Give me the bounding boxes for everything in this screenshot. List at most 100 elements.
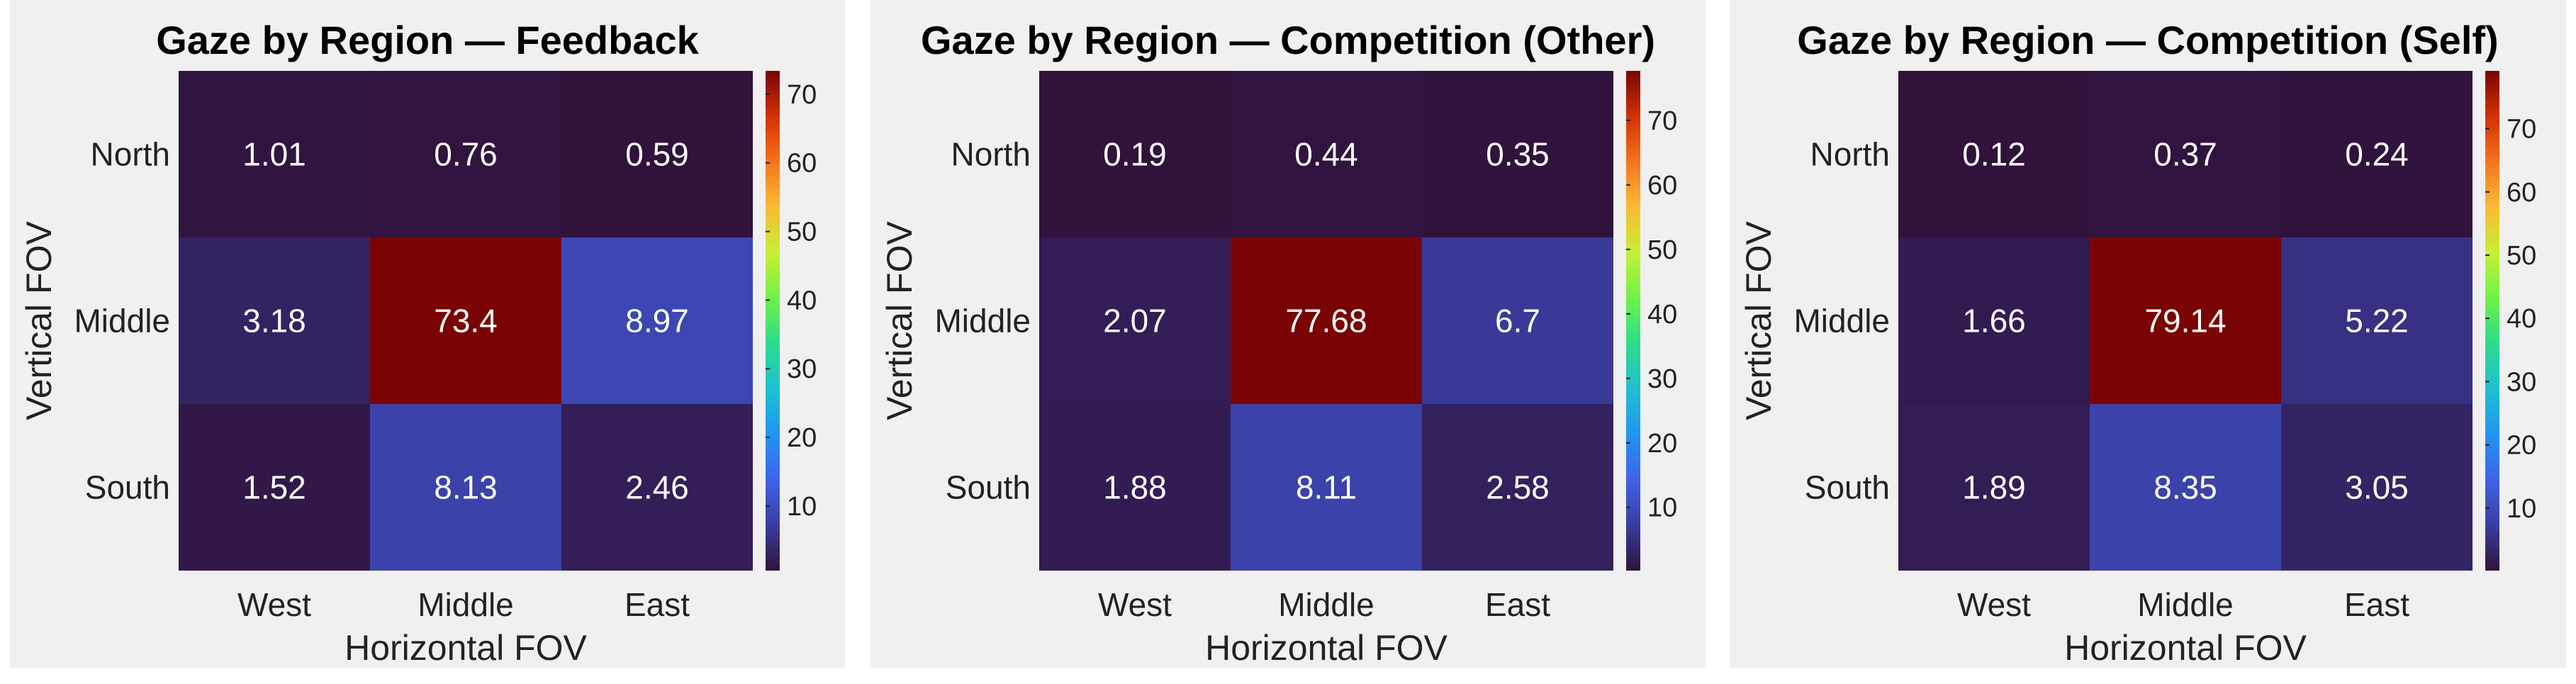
cell-value-label: 0.19 (1103, 136, 1167, 173)
colorbar-tick-label: 40 (1647, 300, 1677, 330)
heatmap-cell (1039, 237, 1231, 404)
colorbar-tick-label: 70 (787, 80, 817, 110)
cell-value-label: 0.44 (1294, 136, 1358, 173)
heatmap-cell (561, 404, 753, 571)
cell-value-label: 3.05 (2345, 469, 2409, 506)
colorbar-tick-label: 20 (1647, 429, 1677, 459)
chart-title: Gaze by Region — Feedback (156, 18, 699, 62)
colorbar-tick-label: 40 (787, 286, 817, 315)
heatmap-cell (1231, 71, 1422, 237)
heatmap-cell (2090, 71, 2281, 237)
x-tick-label: West (1957, 586, 2031, 623)
y-tick-label: North (91, 136, 170, 173)
x-axis-label: Horizontal FOV (2064, 628, 2307, 668)
heatmap-cell (1898, 404, 2090, 571)
x-tick-label: Middle (1278, 586, 1374, 623)
heatmap-cell (2090, 237, 2281, 404)
heatmap-cell (1422, 404, 1613, 571)
x-axis-label: Horizontal FOV (345, 628, 587, 668)
x-tick-label: Middle (418, 586, 514, 623)
colorbar-tick-label: 50 (1647, 235, 1677, 265)
cell-value-label: 0.24 (2345, 136, 2409, 173)
x-axis-label: Horizontal FOV (1205, 628, 1447, 668)
heatmap-cell (561, 237, 753, 404)
y-tick-label: South (85, 469, 170, 506)
y-axis-label: Vertical FOV (1739, 221, 1779, 420)
heatmap-cell (1231, 404, 1422, 571)
cell-value-label: 0.37 (2154, 136, 2217, 173)
y-tick-label: Middle (934, 303, 1031, 340)
colorbar-tick-label: 30 (2507, 367, 2536, 397)
y-tick-label: South (1805, 469, 1890, 506)
heatmap-cell (370, 404, 561, 571)
heatmap-cell (179, 237, 370, 404)
cell-value-label: 2.46 (625, 469, 689, 506)
chart-title: Gaze by Region — Competition (Other) (921, 18, 1655, 62)
heatmap-cell (179, 71, 370, 237)
cell-value-label: 0.35 (1486, 136, 1550, 173)
colorbar (1626, 71, 1640, 571)
heatmap-cell (179, 404, 370, 571)
x-tick-label: Middle (2137, 586, 2234, 623)
y-tick-label: Middle (1793, 303, 1890, 340)
heatmap-cell (561, 71, 753, 237)
heatmap-cell (1039, 71, 1231, 237)
y-tick-label: South (946, 469, 1031, 506)
cell-value-label: 2.58 (1486, 469, 1550, 506)
colorbar (2485, 71, 2499, 571)
colorbar-tick-label: 40 (2507, 304, 2536, 334)
cell-value-label: 0.59 (625, 136, 689, 173)
heatmap-panel-3: Gaze by Region — Competition (Self) 0.12 0… (1730, 0, 2566, 668)
cell-value-label: 1.66 (1962, 303, 2026, 340)
heatmap-cell (1898, 71, 2090, 237)
cell-value-label: 1.01 (242, 136, 306, 173)
heatmap-cell (1231, 237, 1422, 404)
cell-value-label: 1.52 (242, 469, 306, 506)
cell-value-label: 73.4 (434, 303, 498, 340)
colorbar (766, 71, 780, 571)
colorbar-tick-label: 60 (2507, 178, 2536, 208)
colorbar-tick-label: 20 (2507, 431, 2536, 461)
colorbar-tick-label: 60 (1647, 171, 1677, 201)
heatmap-cell (2281, 71, 2473, 237)
cell-value-label: 6.7 (1495, 303, 1540, 340)
y-tick-label: North (951, 136, 1031, 173)
heatmap-cell (1898, 237, 2090, 404)
heatmap-panel-1: Gaze by Region — Feedback 1.01 0.76 0.59 3.1… (10, 0, 845, 668)
colorbar-tick-label: 10 (1647, 493, 1677, 523)
x-tick-label: East (2344, 586, 2409, 623)
colorbar-tick-label: 10 (787, 492, 817, 522)
colorbar-tick-label: 20 (787, 423, 817, 453)
cell-value-label: 8.35 (2154, 469, 2217, 506)
cell-value-label: 8.11 (1296, 469, 1357, 506)
x-tick-label: West (237, 586, 311, 623)
x-tick-label: East (1485, 586, 1550, 623)
cell-value-label: 79.14 (2144, 303, 2226, 340)
cell-value-label: 3.18 (242, 303, 306, 340)
heatmap-cell (1422, 71, 1613, 237)
colorbar-tick-label: 30 (787, 354, 817, 384)
cell-value-label: 1.88 (1103, 469, 1167, 506)
y-tick-label: North (1810, 136, 1890, 173)
colorbar-tick-label: 10 (2507, 494, 2536, 524)
colorbar-tick-label: 60 (787, 149, 817, 179)
cell-value-label: 2.07 (1103, 303, 1167, 340)
cell-value-label: 1.89 (1962, 469, 2026, 506)
y-tick-label: Middle (74, 303, 170, 340)
heatmap-cell (2090, 404, 2281, 571)
heatmap-cell (370, 237, 561, 404)
heatmap-panel-2: Gaze by Region — Competition (Other) 0.19… (870, 0, 1706, 668)
cell-value-label: 0.12 (1962, 136, 2026, 173)
cell-value-label: 0.76 (434, 136, 498, 173)
y-axis-label: Vertical FOV (880, 221, 919, 420)
x-tick-label: West (1098, 586, 1172, 623)
chart-title: Gaze by Region — Competition (Self) (1797, 18, 2498, 62)
colorbar-tick-label: 70 (1647, 106, 1677, 136)
y-axis-label: Vertical FOV (19, 221, 59, 420)
colorbar-tick-label: 50 (2507, 241, 2536, 271)
x-tick-label: East (625, 586, 690, 623)
heatmap-cell (2281, 404, 2473, 571)
heatmap-cell (1039, 404, 1231, 571)
